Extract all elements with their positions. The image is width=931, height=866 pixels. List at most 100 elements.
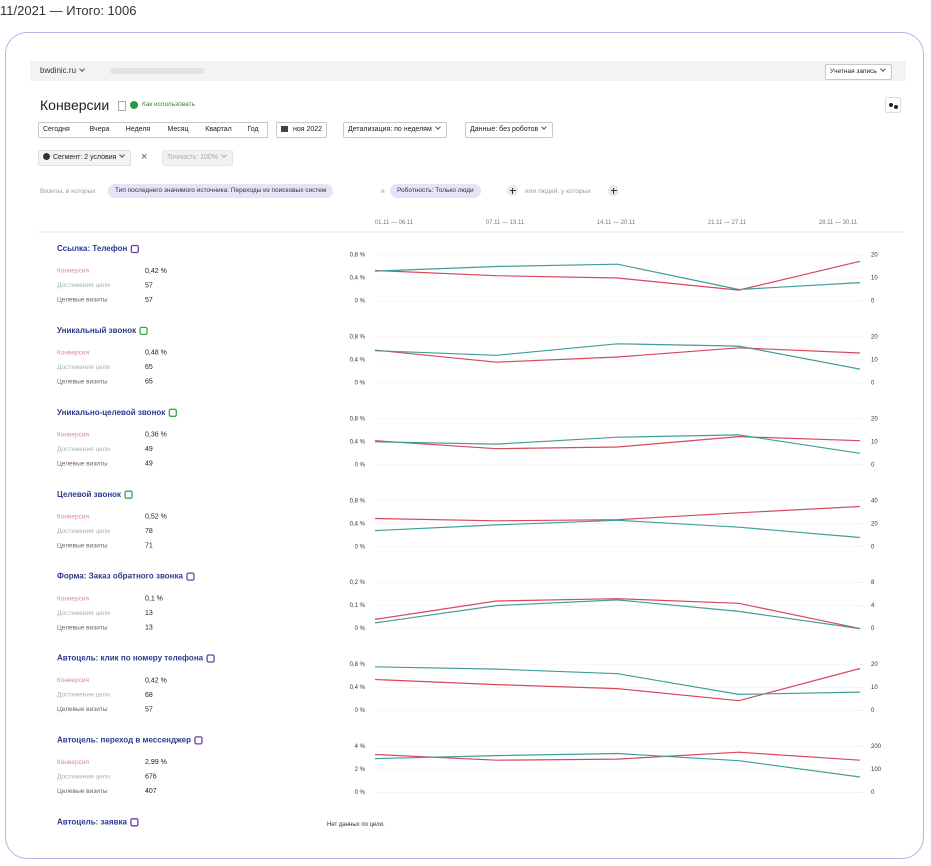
metric-label: Конверсия — [57, 677, 89, 684]
site-name: bwdinic.ru — [40, 66, 77, 75]
accuracy-button[interactable]: Точность: 100% — [162, 150, 234, 166]
column-header: 28.11 — 30.11 — [819, 220, 858, 226]
series-line — [374, 347, 861, 363]
y-tick-label: 0 % — [355, 544, 366, 550]
metric-label: Целевые визиты — [57, 624, 108, 631]
metric-value: 78 — [145, 528, 153, 535]
series-line — [374, 751, 861, 761]
filter-condition[interactable]: Роботность: Только люди — [390, 184, 481, 198]
metric-value: 65 — [145, 379, 153, 386]
help-link[interactable]: Как использовать — [142, 101, 195, 108]
metric-value: 0,52 % — [145, 514, 167, 521]
y2-tick-label: 0 — [871, 380, 875, 386]
metric-value: 0,48 % — [145, 350, 167, 357]
metric-value: 0,36 % — [145, 432, 167, 439]
period-button[interactable]: Год — [239, 122, 268, 138]
metric-label: Целевые визиты — [57, 461, 108, 468]
filter-joiner: и — [381, 188, 385, 195]
empty-note: Нет данных по цели. — [327, 822, 385, 828]
goal-name: Целевой звонок — [57, 490, 122, 499]
metric-value: 0,42 % — [145, 268, 167, 275]
robots-button[interactable]: Данные: без роботов — [465, 122, 554, 138]
accuracy-label: Точность: 100% — [167, 154, 219, 161]
y2-tick-label: 20 — [871, 662, 878, 668]
y-tick-label: 0,8 % — [350, 416, 366, 422]
series-line — [374, 505, 861, 522]
account-button[interactable]: Учетная запись — [825, 64, 892, 80]
goal-icon — [206, 654, 215, 663]
column-header: 14.11 — 20.11 — [597, 220, 636, 226]
goal-name: Автоцель: заявка — [57, 817, 127, 826]
goal-icon — [194, 736, 203, 745]
y-tick-label: 0 % — [355, 626, 366, 632]
detail-button[interactable]: Детализация: по неделям — [343, 122, 447, 138]
metric-value: 49 — [145, 461, 153, 468]
bookmark-icon[interactable] — [118, 101, 126, 111]
report-title: Конверсии — [40, 97, 110, 113]
robots-label: Данные: без роботов — [470, 126, 539, 133]
add-condition[interactable] — [608, 185, 619, 196]
series-line — [374, 598, 861, 630]
y2-tick-label: 100 — [871, 767, 882, 773]
y-tick-label: 0,8 % — [350, 498, 366, 504]
series-line — [374, 343, 861, 370]
detail-label: Детализация: по неделям — [348, 126, 432, 133]
y-tick-label: 0 % — [355, 299, 366, 305]
metric-value: 68 — [145, 692, 153, 699]
metric-value: 0,42 % — [145, 677, 167, 684]
metric-label: Целевые визиты — [57, 297, 108, 304]
y-tick-label: 0,1 % — [350, 603, 366, 609]
y2-tick-label: 20 — [871, 521, 878, 527]
y-tick-label: 0,2 % — [350, 580, 366, 586]
y-tick-label: 0,4 % — [350, 439, 366, 445]
date-button[interactable]: ноя 2022 — [276, 122, 328, 138]
y2-tick-label: 0 — [871, 299, 875, 305]
y2-tick-label: 0 — [871, 544, 875, 550]
metric-label: Целевые визиты — [57, 706, 108, 713]
metric-value: 71 — [145, 543, 153, 550]
metric-value: 65 — [145, 364, 153, 371]
goal-name: Автоцель: клик по номеру телефона — [57, 654, 204, 663]
y-tick-label: 2 % — [355, 767, 366, 773]
help-icon — [130, 101, 138, 109]
series-line — [374, 599, 861, 630]
metric-label: Конверсия — [57, 759, 89, 766]
y2-tick-label: 20 — [871, 334, 878, 340]
metric-value: 13 — [145, 624, 153, 631]
date-label: ноя 2022 — [293, 126, 323, 133]
y2-tick-label: 0 — [871, 462, 875, 468]
y-tick-label: 0,8 % — [350, 334, 366, 340]
metric-label: Достижения цели — [57, 774, 110, 781]
y2-tick-label: 10 — [871, 685, 878, 691]
metric-label: Достижения цели — [57, 282, 110, 289]
segment-clear[interactable]: × — [141, 151, 148, 163]
series-line — [374, 752, 861, 778]
metric-label: Достижения цели — [57, 364, 110, 371]
caption: 11/2021 — Итого: 1006 — [0, 3, 137, 18]
filter-condition[interactable]: Тип последнего значимого источника: Пере… — [108, 184, 334, 198]
column-header: 01.11 — 06.11 — [375, 220, 414, 226]
goal-icon — [130, 244, 140, 254]
goal-icon — [139, 326, 148, 336]
goal-name: Уникально-целевой звонок — [57, 408, 166, 417]
settings-button[interactable] — [885, 97, 901, 113]
metric-label: Конверсия — [57, 432, 89, 439]
site-selector[interactable]: bwdinic.ru — [40, 66, 86, 75]
goal-name: Ссылка: Телефон — [57, 244, 128, 253]
segment-button[interactable]: Сегмент: 2 условия — [38, 150, 132, 166]
metric-value: 57 — [145, 282, 153, 289]
column-header: 21.11 — 27.11 — [708, 220, 747, 226]
add-condition[interactable] — [507, 185, 518, 196]
y2-tick-label: 20 — [871, 416, 878, 422]
y2-tick-label: 0 — [871, 626, 875, 632]
metric-label: Конверсия — [57, 350, 89, 357]
y-tick-label: 0,4 % — [350, 276, 366, 282]
top-bar — [30, 61, 906, 81]
column-header: 07.11 — 13.11 — [486, 220, 525, 226]
y2-tick-label: 200 — [871, 744, 882, 750]
y2-tick-label: 10 — [871, 357, 878, 363]
series-line — [374, 263, 861, 291]
goal-name: Автоцель: переход в мессенджер — [57, 736, 191, 745]
